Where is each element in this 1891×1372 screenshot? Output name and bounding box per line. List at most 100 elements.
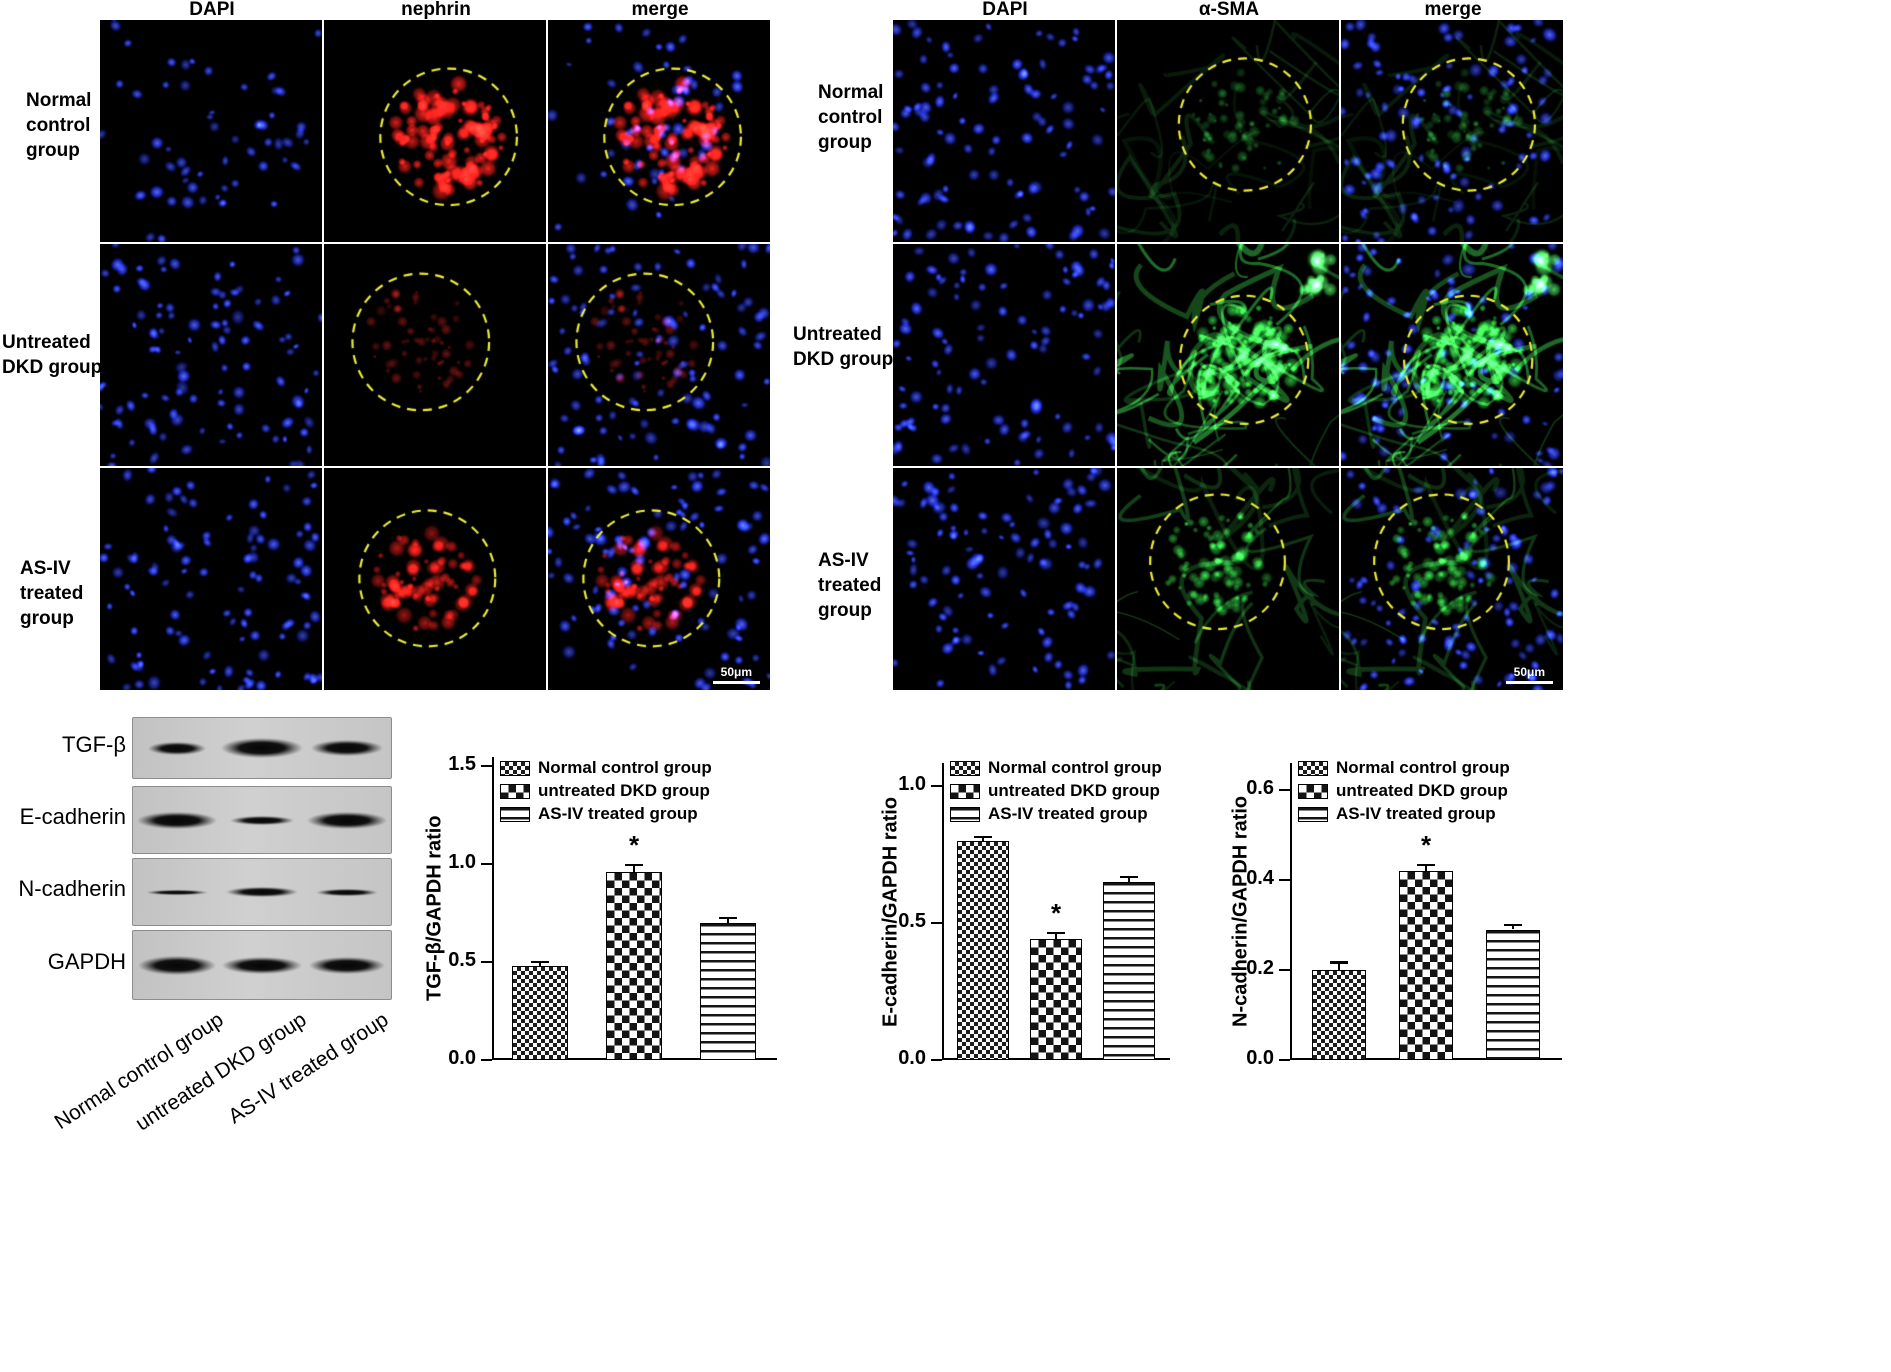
chart-y-axis-label: N-cadherin/GAPDH ratio: [1229, 795, 1252, 1028]
y-tick-label: 0.0: [898, 1047, 926, 1069]
microscopy-canvas: [324, 20, 546, 242]
wb-band: [316, 888, 379, 896]
wb-band: [307, 811, 388, 829]
legend-item: untreated DKD group: [500, 780, 710, 802]
legend-item: untreated DKD group: [950, 780, 1160, 802]
legend-label: Normal control group: [1336, 758, 1510, 777]
legend-label: untreated DKD group: [538, 781, 710, 800]
y-tick-label: 0.0: [448, 1047, 476, 1069]
y-tick-mark: [1279, 788, 1290, 792]
error-bar-cap: [625, 863, 643, 867]
y-tick-mark: [1279, 878, 1290, 882]
error-bar: [981, 837, 985, 841]
if-image-asma-panel-row1-signal: [1117, 244, 1339, 466]
legend-swatch-checker: [500, 783, 530, 799]
if-image-asma-panel-row0-dapi: [893, 20, 1115, 242]
legend-label: Normal control group: [538, 758, 712, 777]
column-header-merge-2: merge: [1424, 0, 1482, 20]
error-bar: [726, 918, 730, 923]
error-bar: [1511, 925, 1515, 930]
microscopy-canvas: [1117, 20, 1339, 242]
legend-swatch-checker: [1298, 783, 1328, 799]
bar-untreated-dkd-group: [1030, 939, 1082, 1060]
legend-swatch-checker: [950, 783, 980, 799]
microscopy-canvas: [324, 468, 546, 690]
row-label-untreated-dkd-left: Untreated DKD group: [2, 332, 103, 379]
wb-target-ncadherin: N-cadherin: [18, 876, 126, 901]
asma-image-grid: 50μm: [893, 20, 1563, 690]
microscopy-canvas: [1341, 468, 1563, 690]
error-bar-cap: [1120, 875, 1138, 879]
y-tick-label: 0.0: [1246, 1047, 1274, 1069]
column-header-dapi: DAPI: [189, 0, 235, 20]
wb-strip-GAPDH: [132, 930, 392, 1000]
if-image-nephrin-panel-row1-dapi: [100, 244, 322, 466]
error-bar: [1127, 877, 1131, 882]
wb-band: [145, 889, 208, 895]
legend-item: AS-IV treated group: [950, 803, 1148, 825]
column-header-dapi-2: DAPI: [982, 0, 1028, 20]
if-image-nephrin-panel-row0-dapi: [100, 20, 322, 242]
wb-band: [137, 955, 216, 975]
error-bar-cap: [1047, 931, 1065, 935]
error-bar: [538, 962, 542, 966]
microscopy-canvas: [100, 20, 322, 242]
wb-strip-E-cadherin: [132, 786, 392, 854]
bar-untreated-dkd-group: [1399, 871, 1453, 1060]
microscopy-canvas: [1341, 244, 1563, 466]
microscopy-canvas: [100, 244, 322, 466]
y-tick-label: 0.5: [448, 949, 476, 971]
scale-bar: 50μm: [712, 665, 760, 684]
legend-item: Normal control group: [950, 757, 1162, 779]
legend-label: untreated DKD group: [988, 781, 1160, 800]
y-tick-label: 0.5: [898, 910, 926, 932]
legend-swatch-hlines: [1298, 806, 1328, 822]
y-tick-mark: [931, 1058, 942, 1062]
microscopy-canvas: [548, 468, 770, 690]
if-image-asma-panel-row0-merge: [1341, 20, 1563, 242]
legend-item: AS-IV treated group: [1298, 803, 1496, 825]
row-label-asiv-left: AS-IV treated group: [20, 558, 84, 630]
y-tick-mark: [931, 784, 942, 788]
error-bar-cap: [719, 916, 737, 920]
wb-band: [226, 887, 298, 897]
legend-item: Normal control group: [1298, 757, 1510, 779]
if-image-nephrin-panel-row2-signal: [324, 468, 546, 690]
error-bar: [1337, 963, 1341, 970]
nephrin-image-grid: 50μm: [100, 20, 770, 690]
wb-band: [222, 956, 302, 974]
if-image-asma-panel-row2-dapi: [893, 468, 1115, 690]
legend-label: AS-IV treated group: [988, 804, 1148, 823]
y-tick-mark: [481, 862, 492, 866]
legend-swatch-hlines: [950, 806, 980, 822]
chart-ncadherin-gapdh-ratio: N-cadherin/GAPDH ratio 0.0 0.2 0.4 0.6 * Norma…: [1226, 733, 1571, 1083]
error-bar-cap: [1330, 961, 1348, 964]
y-tick-mark: [1279, 968, 1290, 972]
bar-as-iv-treated-group: [1103, 881, 1155, 1060]
microscopy-canvas: [1117, 244, 1339, 466]
legend-swatch-fine-check: [950, 760, 980, 776]
nephrin-panel-headers: DAPI nephrin merge: [100, 0, 772, 20]
y-tick-label: 0.2: [1246, 957, 1274, 979]
microscopy-canvas: [893, 20, 1115, 242]
error-bar-cap: [531, 960, 549, 964]
asma-panel-headers: DAPI α-SMA merge: [893, 0, 1565, 20]
chart-tgfb-gapdh-ratio: TGF-β/GAPDH ratio 0.0 0.5 1.0 1.5 * Normal con…: [420, 733, 785, 1083]
wb-band: [136, 811, 217, 829]
bar-as-iv-treated-group: [1486, 929, 1540, 1060]
wb-target-gapdh: GAPDH: [47, 949, 126, 974]
legend-item: Normal control group: [500, 757, 712, 779]
wb-band: [230, 815, 294, 825]
error-bar-cap: [1504, 923, 1522, 927]
if-image-nephrin-panel-row0-merge: [548, 20, 770, 242]
microscopy-canvas: [100, 468, 322, 690]
y-tick-mark: [931, 921, 942, 925]
column-header-nephrin: nephrin: [401, 0, 471, 20]
if-image-asma-panel-row2-merge: 50μm: [1341, 468, 1563, 690]
if-image-nephrin-panel-row1-signal: [324, 244, 546, 466]
if-image-asma-panel-row2-signal: [1117, 468, 1339, 690]
if-image-asma-panel-row1-merge: [1341, 244, 1563, 466]
legend-label: Normal control group: [988, 758, 1162, 777]
column-header-merge: merge: [631, 0, 689, 20]
